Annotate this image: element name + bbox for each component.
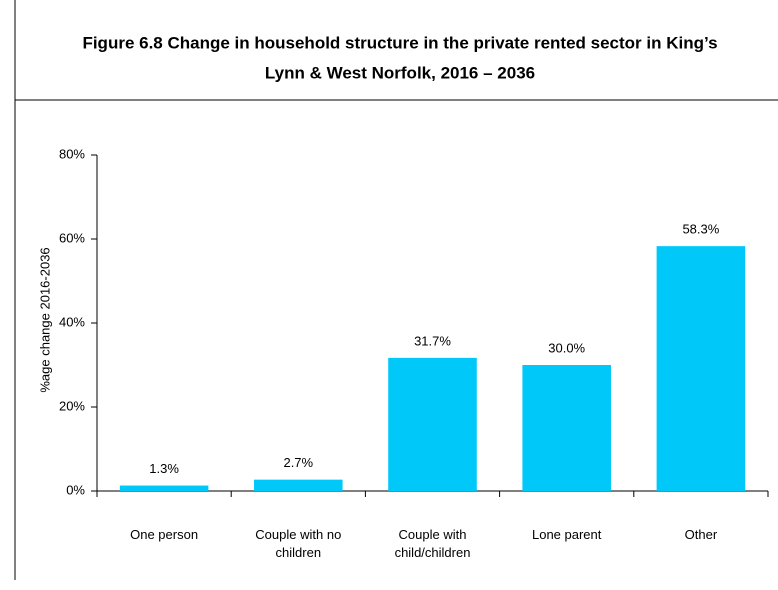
y-tick-label: 60% (59, 230, 85, 245)
value-label: 2.7% (283, 455, 313, 470)
bar (522, 365, 611, 491)
bar (656, 246, 746, 491)
y-tick-label: 20% (59, 398, 85, 413)
y-tick-label: 40% (59, 314, 85, 329)
y-axis-label: %age change 2016-2036 (37, 247, 52, 392)
value-label: 30.0% (548, 340, 585, 355)
x-tick-label: Couple with no children (255, 527, 341, 560)
chart-title: Figure 6.8 Change in household structure… (82, 33, 717, 52)
y-tick-label: 0% (66, 482, 85, 497)
value-label: 58.3% (682, 222, 719, 237)
value-label: 1.3% (149, 461, 179, 476)
chart-title: Lynn & West Norfolk, 2016 – 2036 (265, 63, 535, 82)
bar (119, 485, 209, 491)
x-tick-label: Lone parent (532, 527, 602, 542)
value-label: 31.7% (414, 333, 451, 348)
bar (388, 357, 477, 491)
y-tick-label: 80% (59, 146, 85, 161)
x-tick-label: Other (685, 527, 718, 542)
x-tick-label: One person (130, 527, 198, 542)
x-tick-label: Couple with child/children (395, 527, 471, 560)
bar (254, 479, 343, 491)
